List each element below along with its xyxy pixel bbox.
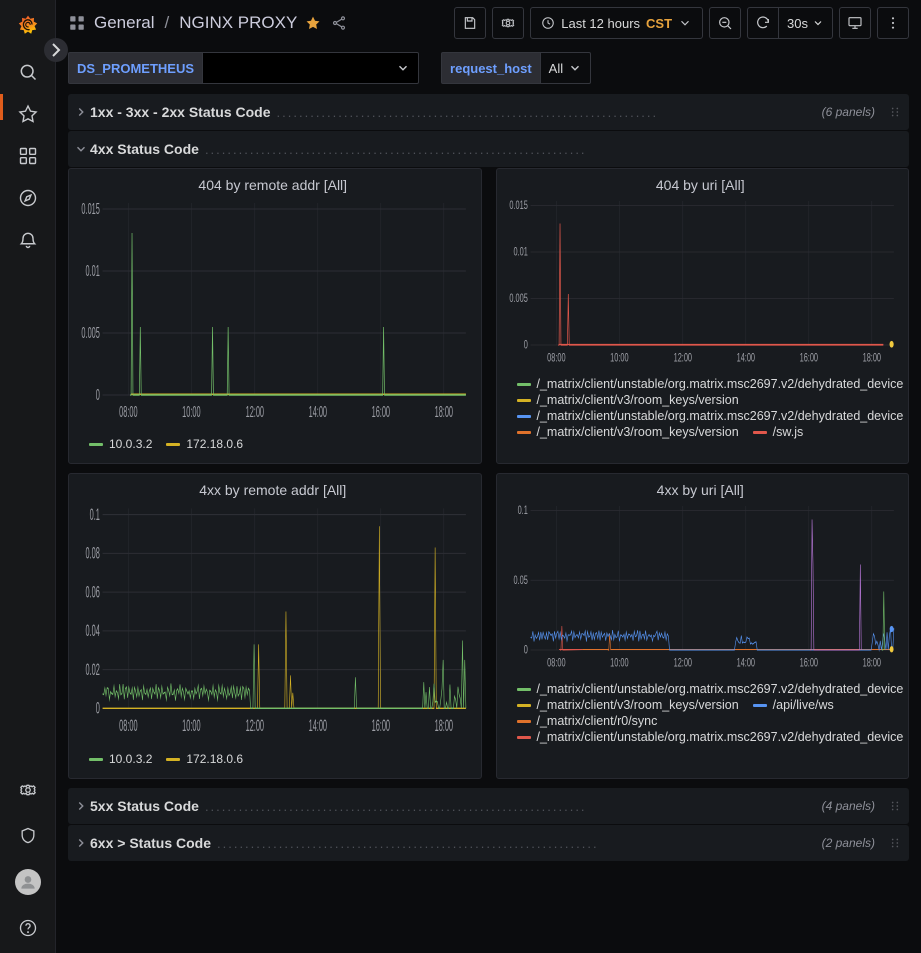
svg-text:08:00: 08:00 (119, 716, 137, 735)
svg-text:10:00: 10:00 (610, 657, 629, 670)
svg-text:0.005: 0.005 (81, 324, 99, 342)
svg-text:14:00: 14:00 (309, 403, 327, 421)
svg-text:0.015: 0.015 (81, 200, 99, 218)
svg-text:0.02: 0.02 (86, 659, 100, 678)
svg-text:0.1: 0.1 (90, 504, 100, 523)
svg-text:08:00: 08:00 (119, 403, 137, 421)
svg-text:12:00: 12:00 (673, 352, 692, 365)
svg-text:10:00: 10:00 (182, 403, 200, 421)
svg-text:0: 0 (523, 644, 527, 657)
svg-text:16:00: 16:00 (372, 403, 390, 421)
svg-text:18:00: 18:00 (862, 352, 881, 365)
svg-text:0.08: 0.08 (86, 543, 100, 562)
svg-text:0: 0 (96, 698, 100, 717)
svg-text:0.05: 0.05 (513, 574, 528, 587)
svg-text:08:00: 08:00 (547, 657, 566, 670)
svg-text:0.01: 0.01 (513, 246, 528, 259)
svg-text:14:00: 14:00 (309, 716, 327, 735)
svg-text:12:00: 12:00 (673, 657, 692, 670)
svg-text:16:00: 16:00 (799, 657, 818, 670)
svg-text:12:00: 12:00 (246, 716, 264, 735)
svg-text:0.1: 0.1 (517, 505, 528, 518)
svg-text:16:00: 16:00 (799, 352, 818, 365)
svg-text:18:00: 18:00 (435, 403, 453, 421)
svg-text:14:00: 14:00 (736, 657, 755, 670)
svg-text:0.005: 0.005 (509, 293, 528, 306)
svg-text:0.01: 0.01 (86, 262, 100, 280)
svg-text:0.06: 0.06 (86, 582, 100, 601)
svg-text:0: 0 (96, 386, 100, 404)
svg-text:16:00: 16:00 (372, 716, 390, 735)
svg-text:12:00: 12:00 (246, 403, 264, 421)
svg-text:14:00: 14:00 (736, 352, 755, 365)
svg-text:08:00: 08:00 (547, 352, 566, 365)
svg-text:18:00: 18:00 (435, 716, 453, 735)
svg-text:0.04: 0.04 (86, 621, 100, 640)
svg-text:0.015: 0.015 (509, 200, 528, 213)
svg-text:18:00: 18:00 (862, 657, 881, 670)
svg-text:10:00: 10:00 (182, 716, 200, 735)
svg-text:10:00: 10:00 (610, 352, 629, 365)
svg-text:0: 0 (523, 339, 527, 352)
